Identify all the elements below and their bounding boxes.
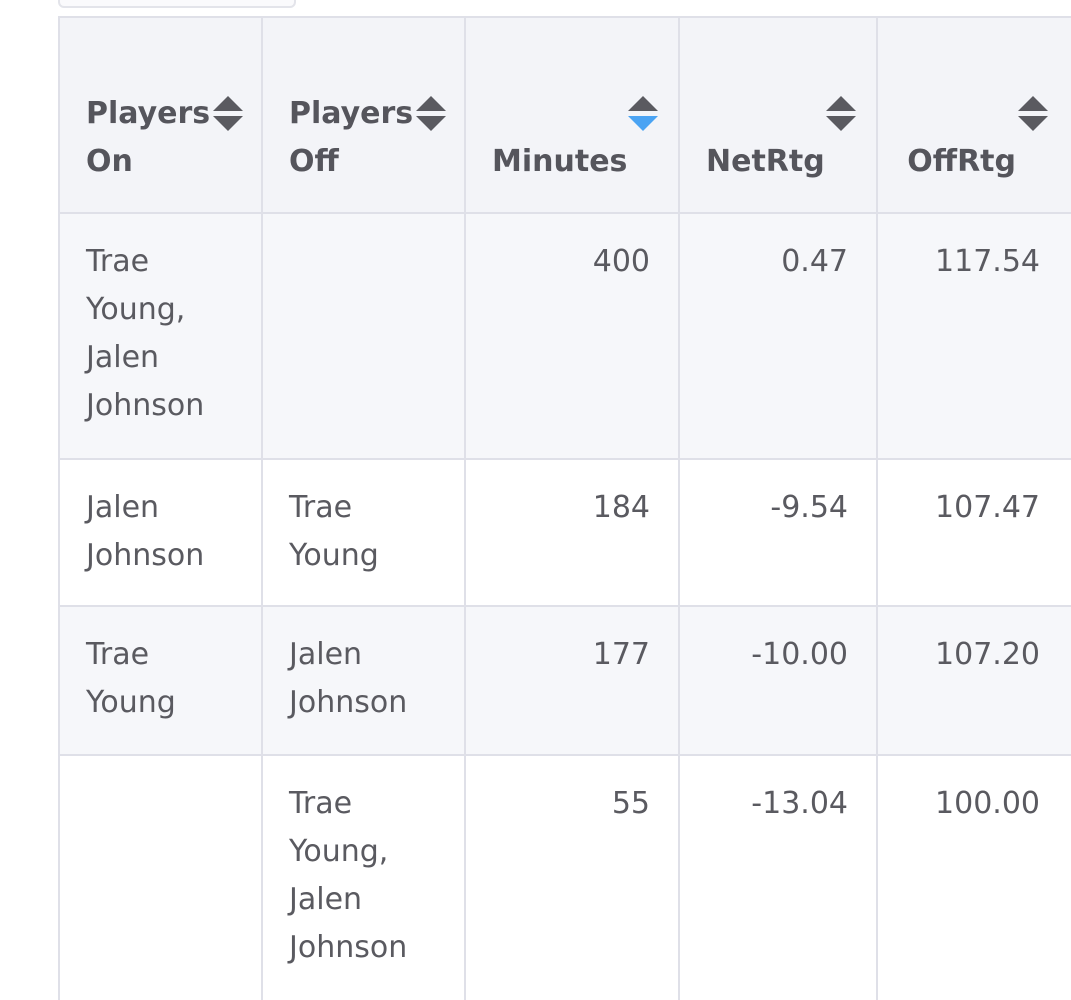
table-header: Players On Players Off Minutes NetRtg Of… xyxy=(58,16,1071,214)
offrtg-cell: 100.00 xyxy=(876,754,1071,1000)
on-off-table: Players On Players Off Minutes NetRtg Of… xyxy=(58,16,1071,1000)
netrtg-cell: -13.04 xyxy=(678,754,878,1000)
offrtg-cell: 107.20 xyxy=(876,605,1071,756)
top-tab-stub[interactable] xyxy=(58,0,296,8)
offrtg-cell: 117.54 xyxy=(876,212,1071,460)
players-on-cell: Trae Young, Jalen Johnson xyxy=(58,212,263,460)
column-header-offrtg[interactable]: OffRtg xyxy=(876,16,1071,214)
players-off-cell xyxy=(261,212,466,460)
column-label: Minutes xyxy=(492,144,628,179)
players-on-cell: Jalen Johnson xyxy=(58,458,263,607)
minutes-cell: 400 xyxy=(464,212,680,460)
column-label: Players On xyxy=(86,96,211,179)
column-label: Players Off xyxy=(289,96,414,179)
players-on-cell xyxy=(58,754,263,1000)
table-row: Jalen Johnson Trae Young 184 -9.54 107.4… xyxy=(58,458,1071,607)
netrtg-cell: -10.00 xyxy=(678,605,878,756)
column-header-minutes[interactable]: Minutes xyxy=(464,16,680,214)
column-header-players-off[interactable]: Players Off xyxy=(261,16,466,214)
table-row: Trae Young, Jalen Johnson 55 -13.04 100.… xyxy=(58,754,1071,1000)
offrtg-cell: 107.47 xyxy=(876,458,1071,607)
sort-descending-icon[interactable] xyxy=(628,96,658,136)
table-row: Trae Young Jalen Johnson 177 -10.00 107.… xyxy=(58,605,1071,756)
netrtg-cell: 0.47 xyxy=(678,212,878,460)
header-row: Players On Players Off Minutes NetRtg Of… xyxy=(58,16,1071,214)
sort-icon[interactable] xyxy=(826,96,856,136)
minutes-cell: 55 xyxy=(464,754,680,1000)
column-header-netrtg[interactable]: NetRtg xyxy=(678,16,878,214)
sort-icon[interactable] xyxy=(213,96,243,136)
table-row: Trae Young, Jalen Johnson 400 0.47 117.5… xyxy=(58,212,1071,460)
sort-icon[interactable] xyxy=(416,96,446,136)
players-off-cell: Jalen Johnson xyxy=(261,605,466,756)
column-label: OffRtg xyxy=(907,144,1016,179)
players-on-cell: Trae Young xyxy=(58,605,263,756)
players-off-cell: Trae Young, Jalen Johnson xyxy=(261,754,466,1000)
netrtg-cell: -9.54 xyxy=(678,458,878,607)
minutes-cell: 177 xyxy=(464,605,680,756)
players-off-cell: Trae Young xyxy=(261,458,466,607)
column-header-players-on[interactable]: Players On xyxy=(58,16,263,214)
column-label: NetRtg xyxy=(706,144,825,179)
minutes-cell: 184 xyxy=(464,458,680,607)
table-body: Trae Young, Jalen Johnson 400 0.47 117.5… xyxy=(58,212,1071,1000)
sort-icon[interactable] xyxy=(1018,96,1048,136)
